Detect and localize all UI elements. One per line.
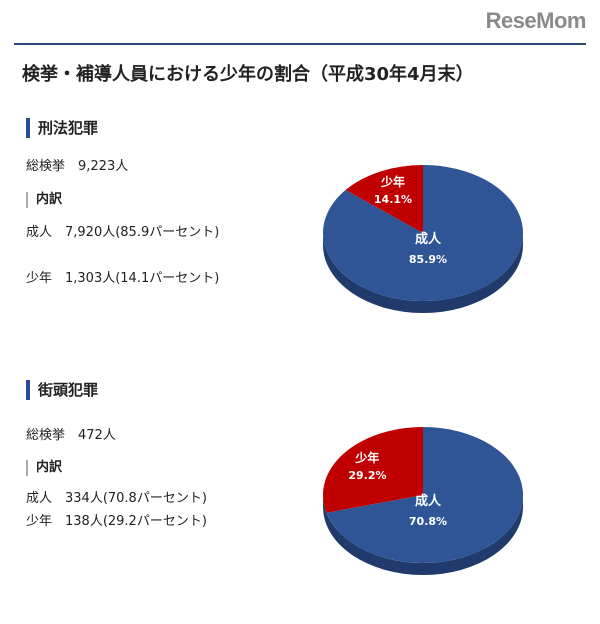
breakdown-adult: 成人 334人(70.8パーセント) (26, 491, 207, 506)
pie-chart: 少年 29.2% 成人 70.8% (323, 427, 524, 575)
section-heading: 刑法犯罪 (26, 118, 98, 138)
breakdown-youth: 少年 1,303人(14.1パーセント) (26, 271, 220, 286)
page-title: 検挙・補導人員における少年の割合（平成30年4月末） (22, 64, 474, 85)
total-text: 総検挙 472人 (26, 428, 116, 443)
total-text: 総検挙 9,223人 (26, 159, 129, 174)
breakdown-label: 内訳 (26, 460, 62, 476)
adult-percent: 85.9% (409, 253, 447, 266)
breakdown-label: 内訳 (26, 192, 62, 208)
pie-chart: 少年 14.1% 成人 85.9% (323, 165, 523, 313)
breakdown-adult: 成人 7,920人(85.9パーセント) (26, 225, 220, 240)
divider (14, 43, 586, 45)
pie-slice-youth (345, 165, 423, 233)
youth-label: 少年 (380, 174, 405, 189)
pie-side (323, 233, 523, 313)
youth-label: 少年 (354, 450, 379, 465)
youth-percent: 14.1% (374, 193, 412, 206)
pie-slice-youth (323, 427, 423, 513)
pie-slice-adult (326, 427, 524, 564)
adult-label: 成人 (415, 231, 442, 247)
breakdown-youth: 少年 138人(29.2パーセント) (26, 514, 207, 529)
youth-percent: 29.2% (348, 469, 386, 482)
section-heading: 街頭犯罪 (26, 380, 98, 400)
adult-percent: 70.8% (409, 515, 447, 528)
adult-label: 成人 (415, 493, 442, 509)
pie-side (323, 495, 523, 575)
logo: ReseMom (485, 8, 587, 33)
